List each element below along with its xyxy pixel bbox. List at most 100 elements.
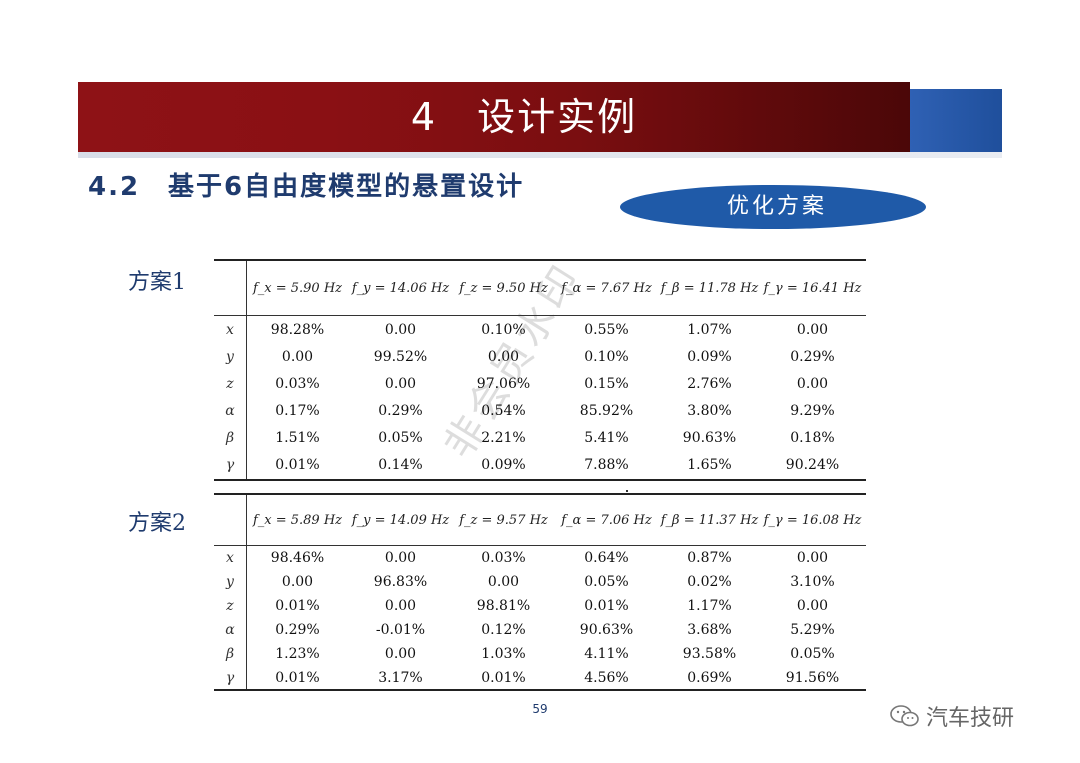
row-label: γ — [225, 670, 235, 686]
header-cell: f_α = 7.06 Hz — [561, 512, 652, 528]
table-cell: 0.00 — [487, 348, 520, 365]
row-label: γ — [225, 456, 235, 473]
table-row: x 98.28% 0.00 0.10% 0.55% 1.07% 0.00 — [214, 316, 866, 343]
table-cell: 98.81% — [476, 598, 531, 614]
row-label: y — [226, 348, 234, 365]
scheme-2-label: 方案2 — [128, 511, 186, 536]
optimization-badge: 优化方案 — [620, 185, 926, 229]
table-cell: 91.56% — [785, 670, 840, 686]
row-label: α — [225, 622, 235, 638]
table-cell: 0.87% — [687, 550, 732, 566]
header-cell: f_x = 5.89 Hz — [252, 512, 343, 528]
table-cell: 0.29% — [790, 348, 835, 365]
table-cell: 0.00 — [281, 348, 314, 365]
row-label: β — [225, 429, 235, 446]
row-label: z — [226, 375, 234, 392]
table-row: z 0.03% 0.00 97.06% 0.15% 2.76% 0.00 — [214, 370, 866, 397]
table-cell: 7.88% — [584, 456, 629, 473]
table-cell: 2.76% — [687, 375, 732, 392]
table-cell: 0.12% — [481, 622, 526, 638]
table-cell: 0.02% — [687, 574, 732, 590]
table-cell: 0.05% — [790, 646, 835, 662]
table-row: γ 0.01% 3.17% 0.01% 4.56% 0.69% 91.56% — [214, 666, 866, 690]
table-cell: 0.10% — [584, 348, 629, 365]
table-cell: 0.01% — [481, 670, 526, 686]
stray-dot — [626, 490, 628, 492]
table-cell: 0.01% — [275, 670, 320, 686]
table-cell: 0.00 — [796, 321, 829, 338]
header-cell: f_γ = 16.41 Hz — [763, 280, 862, 296]
table-cell: 0.00 — [796, 375, 829, 392]
header-cell: f_β = 11.78 Hz — [660, 280, 759, 296]
table-cell: 0.69% — [687, 670, 732, 686]
table-cell: 0.09% — [687, 348, 732, 365]
table-cell: 0.54% — [481, 402, 526, 419]
wechat-icon — [890, 704, 920, 728]
row-label: z — [226, 598, 234, 614]
table-cell: 4.56% — [584, 670, 629, 686]
table-cell: 99.52% — [373, 348, 428, 365]
header-cell: f_γ = 16.08 Hz — [763, 512, 862, 528]
table-cell: 97.06% — [476, 375, 531, 392]
table-cell: 4.11% — [584, 646, 629, 662]
table-cell: 1.51% — [275, 429, 320, 446]
brand-name: 汽车技研 — [926, 706, 1015, 731]
table-cell: 96.83% — [373, 574, 428, 590]
table-cell: 0.00 — [384, 598, 417, 614]
table-cell: 0.00 — [384, 321, 417, 338]
scheme-1-label: 方案1 — [128, 270, 186, 295]
table-cell: 0.29% — [378, 402, 423, 419]
table-row: α 0.29% -0.01% 0.12% 90.63% 3.68% 5.29% — [214, 618, 866, 642]
table-cell: 1.03% — [481, 646, 526, 662]
row-label: β — [225, 646, 235, 662]
table-cell: 98.28% — [270, 321, 325, 338]
table-cell: 2.21% — [481, 429, 526, 446]
table-cell: 93.58% — [682, 646, 737, 662]
table-header-row: f_x = 5.89 Hz f_y = 14.09 Hz f_z = 9.57 … — [214, 495, 866, 546]
table-cell: 90.63% — [682, 429, 737, 446]
table-cell: 85.92% — [579, 402, 634, 419]
page-title: 4 设计实例 — [410, 95, 638, 139]
header-cell: f_α = 7.67 Hz — [561, 280, 652, 296]
title-accent-block — [910, 89, 1002, 158]
table-cell: 3.17% — [378, 670, 423, 686]
table-cell: 3.68% — [687, 622, 732, 638]
table-cell: 0.00 — [384, 646, 417, 662]
table-row: α 0.17% 0.29% 0.54% 85.92% 3.80% 9.29% — [214, 397, 866, 424]
table-row: y 0.00 99.52% 0.00 0.10% 0.09% 0.29% — [214, 343, 866, 370]
table-cell: 1.65% — [687, 456, 732, 473]
header-cell: f_z = 9.57 Hz — [459, 512, 548, 528]
table-cell: 1.23% — [275, 646, 320, 662]
title-underline — [78, 152, 1002, 158]
table-cell: 0.09% — [481, 456, 526, 473]
table-header-row: f_x = 5.90 Hz f_y = 14.06 Hz f_z = 9.50 … — [214, 261, 866, 316]
header-cell: f_β = 11.37 Hz — [660, 512, 759, 528]
table-cell: 0.14% — [378, 456, 423, 473]
table-cell: 1.07% — [687, 321, 732, 338]
table-row: β 1.51% 0.05% 2.21% 5.41% 90.63% 0.18% — [214, 424, 866, 451]
table-cell: 0.03% — [275, 375, 320, 392]
section-subtitle: 4.2 基于6自由度模型的悬置设计 — [88, 172, 525, 202]
table-cell: 0.18% — [790, 429, 835, 446]
table-row: y 0.00 96.83% 0.00 0.05% 0.02% 3.10% — [214, 570, 866, 594]
row-label: α — [225, 402, 235, 419]
table-cell: 5.41% — [584, 429, 629, 446]
header-cell: f_z = 9.50 Hz — [459, 280, 548, 296]
row-label: y — [226, 574, 234, 590]
table-cell: 0.03% — [481, 550, 526, 566]
table-cell: 5.29% — [790, 622, 835, 638]
header-cell: f_x = 5.90 Hz — [252, 280, 343, 296]
table-row: β 1.23% 0.00 1.03% 4.11% 93.58% 0.05% — [214, 642, 866, 666]
scheme-1-table: f_x = 5.90 Hz f_y = 14.06 Hz f_z = 9.50 … — [214, 259, 866, 481]
table-cell: 98.46% — [270, 550, 325, 566]
table-cell: 0.10% — [481, 321, 526, 338]
page-number: 59 — [532, 702, 548, 716]
table-cell: 90.63% — [579, 622, 634, 638]
table-row: x 98.46% 0.00 0.03% 0.64% 0.87% 0.00 — [214, 546, 866, 570]
header-cell: f_y = 14.09 Hz — [351, 512, 450, 528]
table-cell: 1.17% — [687, 598, 732, 614]
table-cell: 0.15% — [584, 375, 629, 392]
table-cell: 0.55% — [584, 321, 629, 338]
table-cell: 0.01% — [584, 598, 629, 614]
table-cell: 0.05% — [378, 429, 423, 446]
